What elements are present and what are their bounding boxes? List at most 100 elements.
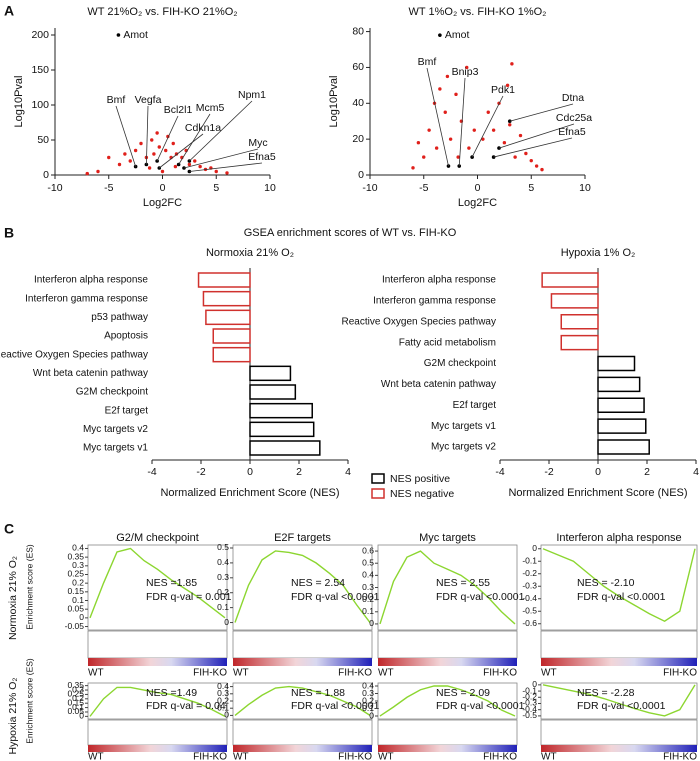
y-tick-label: 0.35 [67, 551, 84, 561]
y-tick-label: -0.4 [522, 704, 537, 714]
point [529, 158, 533, 163]
bar [597, 376, 641, 393]
leader-line [498, 123, 575, 149]
y-tick-label: 0.2 [217, 695, 229, 705]
gene-label: Myc [248, 137, 267, 149]
point [157, 145, 161, 149]
y-axis-label: Enrichment score (ES) [24, 658, 34, 744]
legend-swatch [371, 488, 385, 499]
bar [597, 397, 645, 413]
y-tick-label: 0.1 [72, 595, 84, 605]
y-tick-label: 0.3 [362, 688, 374, 698]
hit-box [87, 719, 228, 746]
y-tick-label: 0.2 [362, 695, 374, 705]
gene-label: Pdk1 [491, 84, 515, 96]
point [214, 169, 218, 174]
bar [249, 402, 313, 419]
category-label: E2f target [105, 405, 149, 416]
y-tick-label: 0.5 [217, 542, 229, 552]
plot-frame [540, 682, 698, 720]
annotation: NES = 2.54 [291, 577, 345, 589]
point [448, 137, 453, 141]
y-tick-label: 0.4 [217, 681, 229, 691]
rank-bar [233, 745, 372, 752]
bar [197, 272, 251, 288]
y-tick-label: -0.4 [522, 593, 537, 603]
legend-label: NES negative [390, 488, 454, 500]
rank-label: FIH-KO [193, 668, 227, 679]
y-tick-label: -0.1 [522, 685, 537, 695]
bar [249, 421, 315, 438]
y-tick-label: 40 [352, 97, 364, 109]
leader-line [509, 103, 574, 122]
legend-swatch [371, 473, 385, 484]
gene-label: Cdkn1a [185, 122, 221, 134]
y-tick-label: 150 [31, 64, 49, 76]
point [438, 87, 442, 91]
x-tick-label: -2 [544, 466, 553, 478]
y-tick-label: -0.6 [522, 618, 537, 628]
y-tick-label: 0.05 [67, 603, 84, 613]
category-label: Wnt beta catenin pathway [33, 368, 148, 379]
y-tick-label: -0.05 [65, 621, 85, 631]
y-tick-label: 0.2 [362, 594, 374, 604]
y-tick-label: 0.15 [67, 586, 84, 596]
y-tick-label: 0.3 [72, 684, 84, 694]
x-axis-label: Normalized Enrichment Score (NES) [508, 487, 687, 499]
annotation: NES = 2.09 [436, 687, 490, 699]
plot-frame [87, 544, 228, 631]
category-label: E2f target [453, 400, 497, 411]
bar [560, 334, 599, 351]
y-axis-label: Log10Pval [13, 76, 25, 128]
point [155, 131, 159, 135]
y-tick-label: -0.3 [522, 581, 537, 591]
es-curve [379, 550, 516, 625]
plot-frame [232, 544, 373, 631]
point [150, 138, 154, 142]
y-tick-label: 0.1 [362, 606, 374, 616]
gene-label: Mcm5 [196, 102, 225, 114]
gene-label: Bmf [107, 94, 126, 106]
rank-label: FIH-KO [193, 752, 227, 761]
y-tick-label: 80 [352, 25, 364, 37]
y-tick-label: -0.5 [522, 710, 537, 720]
hit-box [232, 719, 373, 746]
y-tick-label: 0.4 [217, 557, 229, 567]
gene-label: Dtna [562, 92, 584, 104]
annotation: FDR q-val <0.0001 [291, 700, 380, 712]
annotation: FDR q-val <0.0001 [577, 700, 666, 712]
row-label: Hypoxia 21% O₂ [7, 677, 19, 754]
point [513, 155, 517, 159]
category-label: Wnt beta catenin pathway [381, 379, 496, 390]
category-label: Interferon gamma response [373, 296, 496, 307]
annotation: FDR q-val <0.0001 [436, 700, 525, 712]
hit-box [87, 630, 228, 659]
point [193, 159, 197, 163]
x-axis-label: Log2FC [143, 197, 182, 209]
rank-label: WT [88, 752, 104, 761]
y-tick-label: -0.1 [522, 556, 537, 566]
hit-box [232, 630, 373, 659]
annotation: FDR q-val <0.0001 [291, 591, 380, 603]
point [164, 148, 168, 153]
category-label: Apoptosis [104, 331, 148, 342]
x-tick-label: -5 [419, 182, 428, 194]
gene-point [446, 164, 451, 168]
y-tick-label: 0 [369, 710, 374, 720]
point [510, 62, 514, 66]
chart-title: G2/M checkpoint [116, 532, 199, 544]
x-tick-label: 0 [247, 466, 253, 478]
rank-bar [378, 745, 517, 752]
rank-label: FIH-KO [663, 668, 697, 679]
chart-title: Hypoxia 1% O₂ [561, 247, 636, 259]
leader-line [145, 105, 149, 165]
y-tick-label: 0.4 [362, 570, 374, 580]
rank-bar [541, 658, 697, 666]
point [472, 128, 476, 132]
point [505, 83, 510, 88]
point [416, 141, 421, 145]
y-tick-label: 50 [37, 134, 49, 146]
leader-line [458, 77, 466, 167]
